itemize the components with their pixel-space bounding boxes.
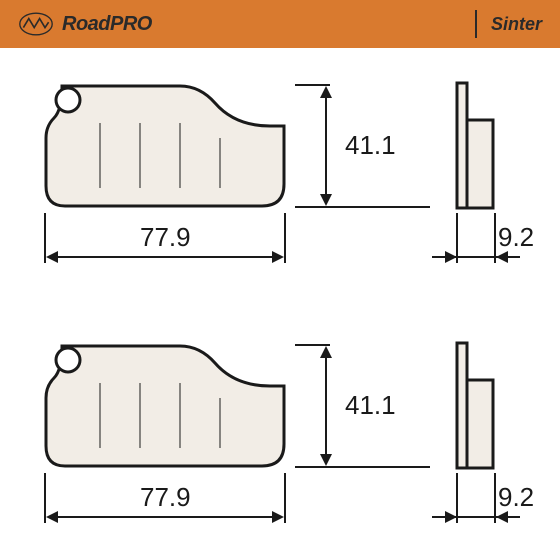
header-right: Sinter xyxy=(475,10,542,38)
pad1-width-label: 77.9 xyxy=(140,222,191,253)
header-bar: RoadPRO Sinter xyxy=(0,0,560,48)
logo-group: RoadPRO xyxy=(18,11,152,37)
pad2-thick-label: 9.2 xyxy=(498,482,534,513)
header-subtitle: Sinter xyxy=(491,14,542,35)
pad1-width-arrow-r xyxy=(272,251,284,263)
pad2-side-shape xyxy=(455,338,497,473)
pad2-height-tick-bot xyxy=(295,466,430,468)
pad2-height-line xyxy=(325,348,327,464)
pad1-height-tick-bot xyxy=(295,206,430,208)
pad2-width-tick-r xyxy=(284,473,286,523)
pad1-height-arrow-up xyxy=(320,86,332,98)
pad2-width-line xyxy=(48,516,282,518)
pad2-front-shape xyxy=(40,338,290,473)
pad2-height-label: 41.1 xyxy=(345,390,396,421)
pad1-height-label: 41.1 xyxy=(345,130,396,161)
pad2-height-arrow-up xyxy=(320,346,332,358)
header-divider xyxy=(475,10,477,38)
pad2-width-label: 77.9 xyxy=(140,482,191,513)
pad1-width-line xyxy=(48,256,282,258)
pad1-height-line xyxy=(325,88,327,204)
pad1-front-shape xyxy=(40,78,290,213)
pad1-thick-label: 9.2 xyxy=(498,222,534,253)
pad1-width-arrow-l xyxy=(46,251,58,263)
pad2-width-arrow-r xyxy=(272,511,284,523)
pad1-width-tick-r xyxy=(284,213,286,263)
diagram-area: 41.1 77.9 9.2 41.1 77.9 9.2 xyxy=(0,48,560,560)
pad1-side-shape xyxy=(455,78,497,213)
pad2-thick-arrow-l xyxy=(445,511,457,523)
pad1-height-arrow-dn xyxy=(320,194,332,206)
pad2-height-arrow-dn xyxy=(320,454,332,466)
brand-name: RoadPRO xyxy=(62,13,152,36)
pad1-thick-arrow-l xyxy=(445,251,457,263)
pad2-width-arrow-l xyxy=(46,511,58,523)
brand-logo-icon xyxy=(18,11,54,37)
